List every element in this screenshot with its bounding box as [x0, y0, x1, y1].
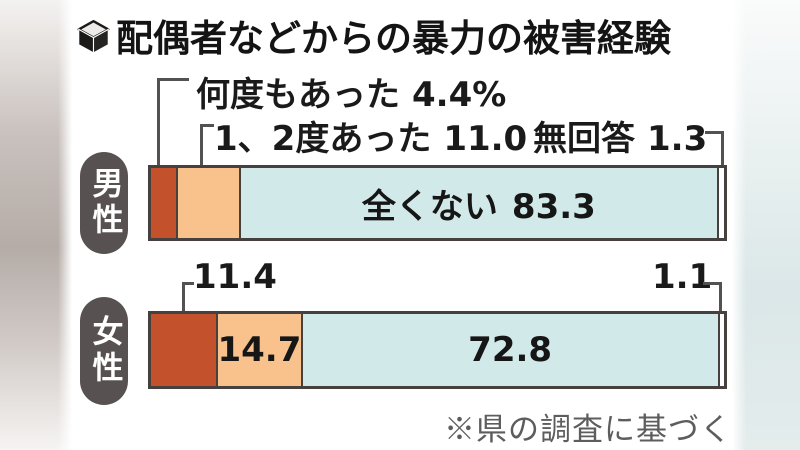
- chart-header: 配偶者などからの暴力の被害経験: [76, 8, 671, 62]
- bracket-no-answer-male: [705, 131, 724, 168]
- callout-no-answer-female: 1.1: [652, 257, 712, 297]
- page-title: 配偶者などからの暴力の被害経験: [116, 17, 671, 60]
- callout-many-times-female: 11.4: [193, 257, 277, 297]
- callout-many-times: 何度もあった 4.4%: [196, 67, 506, 116]
- callout-many-times-label: 何度もあった: [196, 75, 400, 115]
- callout-no-answer-value-male: 1.3: [647, 119, 708, 159]
- category-pill-female: 女性: [80, 297, 128, 405]
- callout-once-twice-value: 11.0: [443, 119, 528, 159]
- right-blur-band: [732, 0, 800, 450]
- bar-male: 全くない 83.3: [148, 165, 727, 241]
- bar-male-seg-once-twice: [176, 168, 240, 238]
- bar-female-seg-none: 72.8: [300, 314, 718, 386]
- bar-female: 14.7 72.8: [148, 311, 727, 389]
- cube-icon: [77, 19, 110, 54]
- callout-once-twice-label: 1、2度あった: [214, 119, 432, 159]
- bar-male-none-label: 全くない 83.3: [361, 186, 596, 227]
- category-label-male: 男性: [86, 167, 123, 239]
- bar-male-seg-none: 全くない 83.3: [239, 168, 717, 238]
- bar-male-seg-many-times: [151, 168, 177, 238]
- callout-no-answer-male: 無回答 1.3: [533, 111, 707, 160]
- bracket-no-answer-female: [703, 282, 722, 313]
- callout-no-answer-value-female: 1.1: [652, 257, 713, 297]
- callout-no-answer-label: 無回答: [533, 119, 635, 159]
- bar-female-seg-many-times: [151, 314, 217, 386]
- bracket-once-twice-male: [200, 124, 214, 168]
- bar-female-once-twice-value: 14.7: [217, 330, 302, 370]
- source-note: ※県の調査に基づく: [444, 412, 732, 447]
- left-blur-band: [0, 0, 72, 450]
- category-pill-male: 男性: [80, 152, 128, 254]
- bracket-many-times-male: [157, 78, 189, 168]
- callout-many-times-value-female: 11.4: [193, 257, 277, 297]
- bar-female-seg-no-answer: [717, 314, 724, 386]
- bar-female-seg-once-twice: 14.7: [216, 314, 302, 386]
- bar-female-none-value: 72.8: [468, 330, 553, 370]
- callout-once-twice: 1、2度あった 11.0: [214, 111, 527, 160]
- bar-male-seg-no-answer: [716, 168, 724, 238]
- callout-many-times-value: 4.4%: [412, 75, 507, 115]
- bracket-many-times-female: [182, 282, 194, 313]
- category-label-female: 女性: [86, 315, 123, 387]
